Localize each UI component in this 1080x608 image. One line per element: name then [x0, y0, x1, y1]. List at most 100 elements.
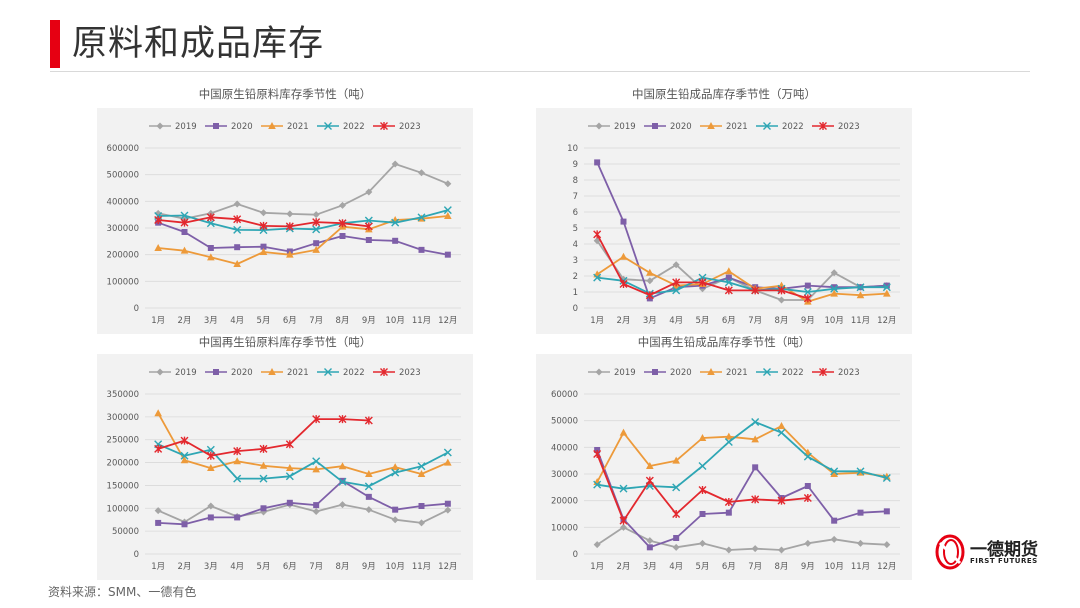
x-tick-label: 10月 — [825, 562, 844, 572]
data-point-2023 — [593, 450, 602, 458]
legend-marker — [763, 368, 771, 376]
series-line-2020 — [157, 221, 448, 256]
data-point-2019 — [154, 507, 162, 515]
data-point-2019 — [391, 160, 399, 168]
data-point-2021 — [672, 456, 680, 464]
data-point-2020 — [883, 282, 890, 289]
data-point-2019 — [804, 539, 812, 547]
legend-item-2019: 2019 — [149, 122, 197, 132]
data-point-2021 — [646, 268, 654, 276]
legend-item-2022: 2022 — [756, 122, 804, 132]
data-point-2020 — [699, 511, 706, 517]
data-point-2021 — [725, 267, 733, 275]
data-point-2023 — [364, 416, 373, 425]
x-tick-label: 1月 — [590, 562, 604, 572]
data-point-2023 — [233, 215, 242, 224]
x-tick-label: 4月 — [230, 316, 244, 326]
x-tick-label: 9月 — [362, 316, 376, 326]
data-point-2022 — [338, 477, 347, 486]
data-point-2022 — [593, 273, 602, 282]
y-tick-label: 30000 — [551, 470, 578, 480]
y-tick-label: 50000 — [551, 417, 578, 427]
x-tick-label: 8月 — [336, 316, 350, 326]
data-point-2019 — [672, 261, 680, 269]
legend-marker — [819, 122, 827, 130]
data-point-2022 — [417, 213, 426, 222]
data-point-2019 — [699, 539, 706, 547]
data-point-2020 — [260, 243, 267, 250]
data-point-2019 — [260, 209, 267, 217]
legend-marker — [268, 368, 276, 375]
y-tick-label: 150000 — [107, 481, 139, 491]
data-point-2019 — [620, 523, 627, 531]
x-tick-label: 6月 — [283, 562, 297, 572]
legend-item-2022: 2022 — [317, 368, 365, 378]
data-point-2022 — [285, 472, 294, 481]
data-point-2020 — [181, 229, 188, 235]
data-point-2020 — [831, 284, 838, 291]
data-point-2020 — [883, 508, 890, 515]
x-tick-label: 9月 — [801, 316, 815, 326]
source-note: 资料来源：SMM、一德有色 — [48, 585, 197, 599]
data-point-2023 — [206, 451, 215, 460]
data-point-2020 — [725, 274, 732, 281]
x-tick-label: 2月 — [178, 562, 192, 572]
y-tick-label: 50000 — [112, 527, 139, 537]
legend-marker — [707, 122, 715, 129]
legend-label: 2021 — [726, 122, 748, 132]
x-tick-label: 4月 — [669, 562, 683, 572]
data-point-2022 — [443, 448, 452, 457]
data-point-2021 — [830, 470, 838, 477]
series-2022 — [154, 440, 452, 491]
x-tick-label: 1月 — [151, 562, 165, 572]
y-tick-label: 100000 — [107, 504, 139, 514]
series-line-2022 — [157, 443, 449, 488]
series-line-2019 — [596, 240, 887, 301]
legend-marker — [156, 122, 164, 130]
data-point-2022 — [751, 418, 760, 426]
x-tick-label: 12月 — [877, 562, 896, 572]
data-point-2020 — [752, 464, 759, 471]
series-line-2019 — [596, 526, 887, 551]
data-point-2019 — [339, 201, 346, 209]
legend-marker — [652, 123, 658, 129]
chart-panel-1: 0 100000 200000 300000 400000 500000 600000 1月 2… — [97, 108, 473, 334]
data-point-2023 — [645, 291, 654, 300]
x-tick-label: 1月 — [590, 316, 604, 326]
data-point-2023 — [593, 230, 602, 239]
data-point-2020 — [418, 246, 425, 253]
page-title: 原料和成品库存 — [72, 24, 325, 64]
data-point-2021 — [444, 212, 452, 219]
data-point-2021 — [883, 289, 891, 297]
series-line-2022 — [158, 209, 449, 231]
data-point-2022 — [672, 286, 681, 295]
chart-secondary-raw-inventory: 0 50000 100000 150000 200000 250000 300000 3500… — [107, 368, 461, 572]
data-point-2021 — [619, 428, 628, 436]
x-tick-label: 10月 — [386, 562, 405, 572]
legend-label: 2022 — [343, 122, 365, 132]
series-2023 — [154, 415, 373, 460]
x-tick-label: 12月 — [438, 562, 457, 572]
company-logo: 一德期货 FIRST FUTURES — [934, 533, 1044, 573]
data-point-2022 — [698, 462, 707, 470]
legend-marker — [595, 368, 603, 376]
data-point-2022 — [830, 467, 839, 476]
x-tick-label: 7月 — [748, 316, 762, 326]
legend-label: 2023 — [838, 368, 860, 378]
y-tick-label: 400000 — [107, 197, 139, 207]
y-tick-label: 600000 — [107, 144, 139, 154]
data-point-2021 — [856, 291, 865, 299]
data-point-2022 — [312, 225, 321, 234]
data-point-2022 — [777, 428, 786, 437]
x-tick-label: 11月 — [412, 316, 431, 326]
data-point-2023 — [619, 280, 628, 288]
data-point-2023 — [751, 286, 760, 295]
x-tick-label: 9月 — [801, 562, 815, 572]
data-point-2023 — [672, 510, 681, 518]
x-tick-label: 3月 — [643, 316, 657, 326]
data-point-2021 — [233, 260, 241, 267]
data-point-2022 — [364, 482, 373, 491]
data-point-2019 — [646, 537, 654, 545]
data-point-2020 — [620, 218, 627, 225]
series-line-2020 — [596, 449, 887, 549]
